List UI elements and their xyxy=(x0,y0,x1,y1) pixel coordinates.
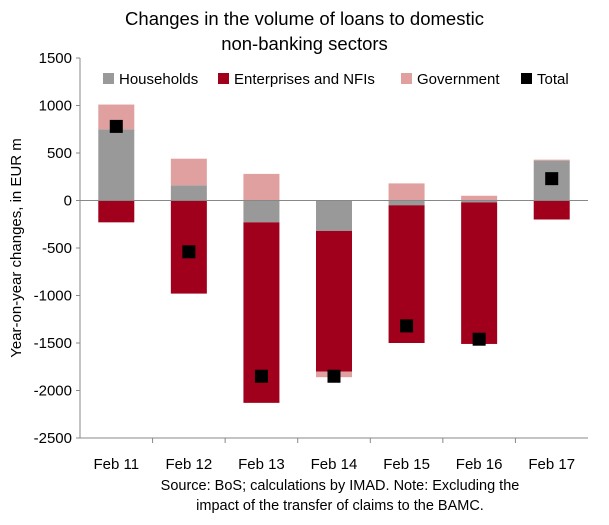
y-tick-label: -2500 xyxy=(34,430,72,447)
bar-enterprises-and-nfis xyxy=(316,230,352,372)
bar-households xyxy=(316,200,352,231)
x-tick-label: Feb 12 xyxy=(166,456,213,473)
bar-government xyxy=(533,159,570,161)
bar-government xyxy=(388,183,425,201)
marker-total xyxy=(254,369,268,383)
y-tick-label: 1000 xyxy=(39,98,72,115)
y-tick-label: 0 xyxy=(64,193,72,210)
bar-enterprises-and-nfis xyxy=(98,200,135,223)
source-note: Source: BoS; calculations by IMAD. Note:… xyxy=(100,476,580,516)
bar-households xyxy=(461,200,498,203)
legend-label: Total xyxy=(537,71,569,88)
bar-households xyxy=(388,200,425,206)
legend-swatch-enterprises-and-nfis xyxy=(218,73,229,84)
legend-label: Households xyxy=(119,71,198,88)
legend-label: Government xyxy=(417,71,500,88)
bar-households xyxy=(170,185,207,201)
bar-government xyxy=(461,195,498,201)
y-tick-label: -2000 xyxy=(34,383,72,400)
legend-swatch-total xyxy=(521,73,532,84)
x-tick-label: Feb 16 xyxy=(456,456,503,473)
chart-title: Changes in the volume of loans to domest… xyxy=(0,6,609,56)
x-tick-label: Feb 14 xyxy=(311,456,358,473)
bar-enterprises-and-nfis xyxy=(533,200,570,220)
marker-total xyxy=(472,332,486,346)
source-note-line-2: impact of the transfer of claims to the … xyxy=(196,498,484,514)
x-tick-label: Feb 11 xyxy=(93,456,139,473)
marker-total xyxy=(400,319,414,333)
y-axis-title: Year-on-year changes, in EUR m xyxy=(8,138,25,358)
y-tick-label: 500 xyxy=(47,145,72,162)
bar-government xyxy=(243,173,280,201)
marker-total xyxy=(545,172,559,186)
y-tick-label: -500 xyxy=(42,240,72,257)
legend-swatch-households xyxy=(103,73,114,84)
marker-total xyxy=(182,245,196,259)
x-tick-label: Feb 17 xyxy=(528,456,575,473)
bar-enterprises-and-nfis xyxy=(461,202,498,344)
x-tick-label: Feb 15 xyxy=(383,456,430,473)
bar-households xyxy=(98,129,135,201)
legend-swatch-government xyxy=(401,73,412,84)
chart-title-line-1: Changes in the volume of loans to domest… xyxy=(125,8,484,29)
y-tick-label: 1500 xyxy=(39,50,72,67)
y-tick-label: -1000 xyxy=(34,288,72,305)
source-note-line-1: Source: BoS; calculations by IMAD. Note:… xyxy=(160,478,520,494)
legend-label: Enterprises and NFIs xyxy=(234,71,375,88)
x-tick-label: Feb 13 xyxy=(238,456,285,473)
bar-households xyxy=(243,200,280,223)
bar-government xyxy=(170,158,207,186)
marker-total xyxy=(109,119,123,133)
y-tick-label: -1500 xyxy=(34,335,72,352)
marker-total xyxy=(327,369,341,383)
chart-title-line-2: non-banking sectors xyxy=(221,33,388,54)
